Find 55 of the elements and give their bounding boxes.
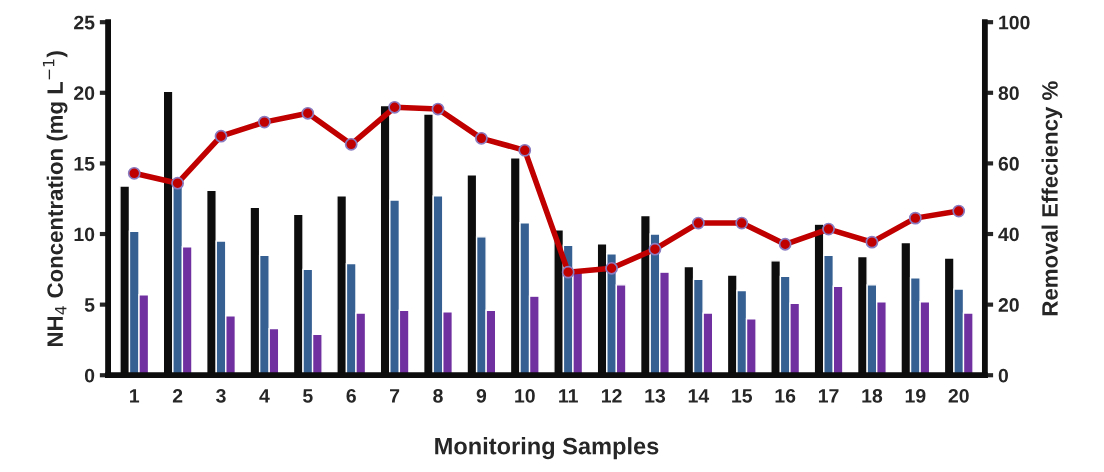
point <box>258 115 271 129</box>
y-tick-label: 0 <box>84 368 95 383</box>
x-tick-label: 17 <box>818 389 839 403</box>
x-tick-label: 19 <box>905 388 926 403</box>
x-tick-label: 13 <box>645 388 666 403</box>
x-tick-label: 14 <box>688 389 710 403</box>
point <box>171 176 185 190</box>
y-tick-label: 25 <box>74 15 95 30</box>
x-tick-label: 5 <box>303 389 313 403</box>
point <box>778 237 792 251</box>
x-tick-label: 16 <box>775 388 796 403</box>
x-tick-label: 12 <box>601 388 622 403</box>
y2-tick-label: 100 <box>999 15 1030 30</box>
point <box>648 242 662 256</box>
x-tick-label: 6 <box>346 388 356 403</box>
point <box>822 222 835 236</box>
point <box>474 131 488 145</box>
point <box>127 166 141 180</box>
y2-tick-label: 0 <box>998 368 1008 383</box>
x-tick-label: 7 <box>390 389 400 403</box>
point <box>952 204 966 218</box>
y2-tick-label: 80 <box>998 86 1019 101</box>
x-tick-label: 9 <box>476 388 487 403</box>
x-tick-label: 1 <box>130 389 140 403</box>
x-tick-label: 4 <box>259 389 270 403</box>
point <box>518 143 532 157</box>
point <box>605 261 618 275</box>
point <box>214 129 228 143</box>
x-tick-label: 10 <box>515 388 535 403</box>
y2-axis-title: Removal Effeciency % <box>1041 81 1063 316</box>
point <box>735 216 749 230</box>
y2-tick-label: 20 <box>998 298 1019 312</box>
x-tick-label: 3 <box>216 388 226 403</box>
point <box>431 102 445 116</box>
point <box>561 265 575 279</box>
point <box>388 100 401 114</box>
y-axis-title: NH$_{4}$ Concentration (mg L$^{−1}$) <box>42 51 68 346</box>
x-tick-label: 11 <box>559 389 578 403</box>
x-tick-label: 8 <box>433 388 443 403</box>
point <box>344 137 358 151</box>
y2-tick-label: 60 <box>998 156 1019 171</box>
point <box>301 106 315 120</box>
x-tick-label: 18 <box>862 388 883 403</box>
point <box>691 216 705 230</box>
y-tick-label: 10 <box>74 227 95 242</box>
x-tick-label: 15 <box>732 389 753 403</box>
x-tick-label: 20 <box>948 388 969 403</box>
y-tick-label: 20 <box>74 86 95 101</box>
point <box>908 211 922 225</box>
x-axis-title: Monitoring Samples <box>435 437 659 460</box>
y2-tick-label: 40 <box>998 227 1019 242</box>
y-tick-label: 5 <box>84 298 95 312</box>
y-tick-label: 15 <box>74 157 95 171</box>
point <box>865 235 879 249</box>
x-tick-label: 2 <box>172 388 183 403</box>
